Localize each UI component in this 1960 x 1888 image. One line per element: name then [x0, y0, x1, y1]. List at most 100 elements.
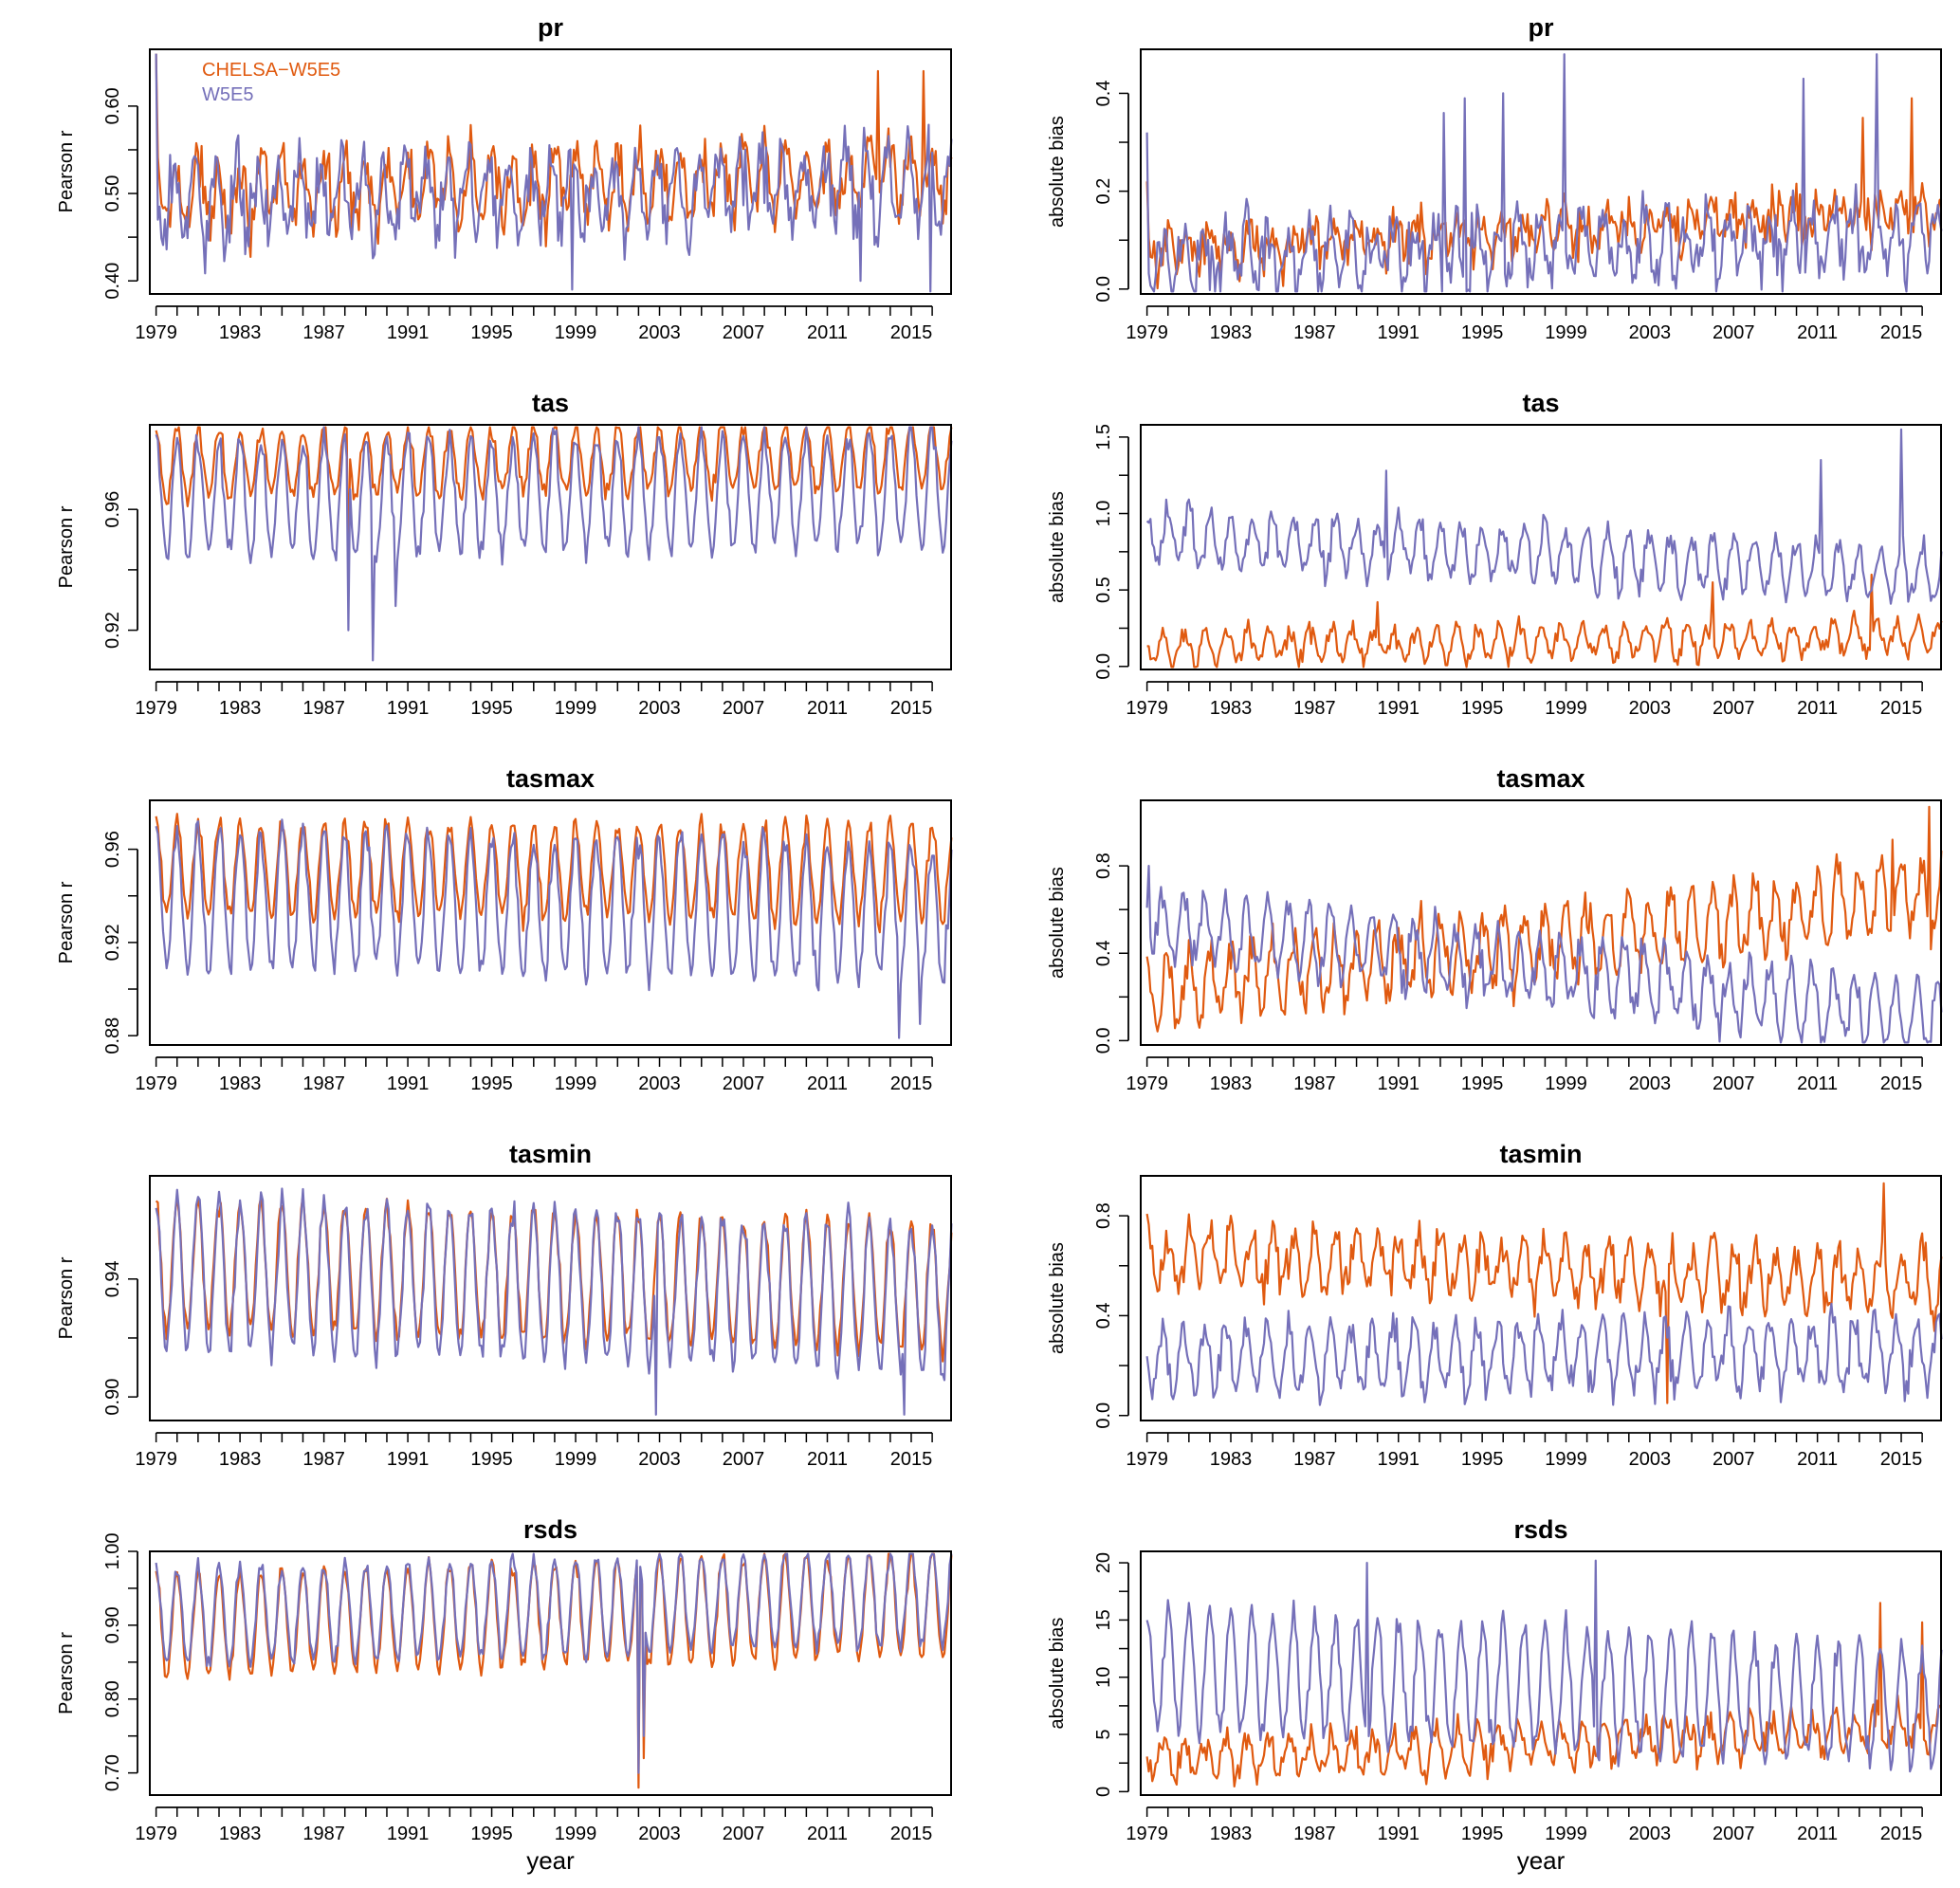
- panel-tasmin-bias: tasmin 1979 1983 1987 1991 1995 1999 2003 2007 20…: [1047, 1140, 1943, 1470]
- x-tick-label: 2011: [807, 322, 848, 343]
- panel-tas-bias: tas 1979 1983 1987 1991 1995 1999 2003 2007 2011 2…: [1047, 389, 1943, 719]
- x-tick-label: 1991: [1378, 1824, 1420, 1844]
- x-tick-label: 2011: [1797, 322, 1838, 343]
- x-tick-label: 2015: [890, 1824, 933, 1844]
- x-tick-label: 1991: [1378, 1073, 1420, 1094]
- x-tick-label: 1987: [302, 322, 345, 343]
- y-tick-label: 0.92: [102, 924, 123, 961]
- x-tick-label: 2011: [807, 1824, 848, 1844]
- y-tick-label: 15: [1093, 1609, 1114, 1630]
- x-tick-label: 1987: [302, 698, 345, 719]
- y-tick-label: 10: [1093, 1667, 1114, 1688]
- x-tick-label: 1979: [1126, 1449, 1168, 1470]
- y-tick-label: 1.5: [1093, 424, 1114, 450]
- x-tick-label: 1983: [1210, 1073, 1253, 1094]
- x-tick-label: 1991: [387, 1449, 430, 1470]
- x-tick-label: 2007: [1713, 322, 1755, 343]
- x-tick-label: 1979: [135, 322, 177, 343]
- x-tick-label: 1983: [219, 322, 262, 343]
- y-tick-label: 0.90: [102, 1606, 123, 1643]
- y-tick-label: 0.0: [1093, 1027, 1114, 1054]
- x-tick-label: 2007: [723, 1449, 765, 1470]
- y-tick-label: 0.96: [102, 831, 123, 868]
- x-tick-label: 1999: [555, 1449, 597, 1470]
- series-line-w5e5: [155, 53, 953, 293]
- x-tick-label: 1999: [1545, 1824, 1587, 1844]
- panel-rsds-bias: rsds 1979 1983 1987 1991 1995 1999 2003 2007 2011…: [1047, 1515, 1943, 1875]
- series-line-w5e5: [1145, 53, 1943, 293]
- y-tick-label: 0.60: [102, 87, 123, 124]
- x-tick-label: 1995: [470, 1073, 513, 1094]
- y-axis-label: absolute bias: [1047, 1242, 1068, 1354]
- x-tick-label: 2015: [890, 1449, 933, 1470]
- x-tick-label: 1983: [1210, 322, 1253, 343]
- series-line-w5e5: [155, 1552, 953, 1774]
- y-axis-label: Pearson r: [56, 1632, 77, 1714]
- series-line-chelsa: [1145, 1602, 1942, 1787]
- x-tick-label: 1987: [1293, 698, 1336, 719]
- x-tick-label: 1979: [135, 1449, 177, 1470]
- x-tick-label: 1999: [555, 698, 597, 719]
- y-tick-label: 5: [1093, 1729, 1114, 1739]
- x-tick-label: 2007: [723, 1073, 765, 1094]
- x-tick-label: 1995: [1461, 322, 1504, 343]
- x-tick-label: 1999: [555, 1824, 597, 1844]
- y-tick-label: 0.4: [1093, 81, 1114, 107]
- y-tick-label: 0.96: [102, 491, 123, 528]
- y-axis-label: Pearson r: [56, 881, 77, 963]
- y-axis-label: Pearson r: [56, 505, 77, 588]
- series-line-chelsa: [155, 813, 953, 934]
- x-tick-label: 1987: [1293, 322, 1336, 343]
- panel-title: tasmax: [1496, 764, 1584, 793]
- plot-frame: [1140, 799, 1942, 1046]
- y-tick-label: 1.00: [102, 1533, 123, 1570]
- x-tick-label: 1987: [302, 1073, 345, 1094]
- x-tick-label: 2011: [1797, 1824, 1838, 1844]
- x-tick-label: 1979: [1126, 698, 1168, 719]
- y-tick-label: 0.5: [1093, 577, 1114, 603]
- y-tick-label: 0.94: [102, 1260, 123, 1297]
- plot-frame: [1140, 424, 1942, 670]
- series-line-w5e5: [1145, 865, 1943, 1044]
- plot-frame: [149, 424, 952, 670]
- y-tick-label: 0.4: [1093, 940, 1114, 966]
- plot-frame: [1140, 1550, 1942, 1796]
- panel-title: rsds: [1513, 1515, 1567, 1544]
- x-tick-label: 2003: [638, 1824, 681, 1844]
- x-tick-label: 1995: [1461, 698, 1504, 719]
- legend-entry-w5e5: W5E5: [202, 84, 253, 105]
- x-tick-label: 2015: [1880, 698, 1923, 719]
- x-tick-label: 1991: [387, 1073, 430, 1094]
- x-tick-label: 1983: [1210, 1824, 1253, 1844]
- x-tick-label: 1995: [1461, 1073, 1504, 1094]
- plot-frame: [149, 1550, 952, 1796]
- panel-title: tas: [1522, 389, 1559, 417]
- series-line-chelsa: [1145, 805, 1943, 1033]
- x-tick-label: 1983: [219, 698, 262, 719]
- x-tick-label: 1987: [302, 1449, 345, 1470]
- x-tick-label: 2003: [638, 1449, 681, 1470]
- x-axis-label: year: [1517, 1846, 1566, 1875]
- panel-title: tasmin: [509, 1140, 592, 1168]
- y-axis-label: Pearson r: [56, 130, 77, 212]
- x-tick-label: 1983: [219, 1073, 262, 1094]
- y-tick-label: 0.0: [1093, 1402, 1114, 1429]
- y-axis-label: absolute bias: [1047, 1618, 1068, 1730]
- x-tick-label: 2003: [1629, 1824, 1672, 1844]
- panel-title: rsds: [523, 1515, 577, 1544]
- x-tick-label: 1995: [1461, 1449, 1504, 1470]
- x-tick-label: 1987: [1293, 1824, 1336, 1844]
- x-tick-label: 2003: [1629, 698, 1672, 719]
- panel-title: pr: [1529, 13, 1554, 42]
- y-tick-label: 0.88: [102, 1017, 123, 1054]
- plot-frame: [149, 1175, 952, 1421]
- x-tick-label: 2011: [1797, 1449, 1838, 1470]
- x-tick-label: 2007: [723, 698, 765, 719]
- x-tick-label: 2011: [807, 698, 848, 719]
- panel-pr-bias: pr 1979 1983 1987 1991 1995 1999 2003 2007 2011 20…: [1047, 13, 1943, 343]
- plot-frame: [1140, 1175, 1942, 1421]
- series-line-chelsa: [155, 53, 953, 258]
- series-line-w5e5: [155, 1187, 953, 1416]
- y-tick-label: 0.2: [1093, 178, 1114, 205]
- x-tick-label: 1991: [387, 322, 430, 343]
